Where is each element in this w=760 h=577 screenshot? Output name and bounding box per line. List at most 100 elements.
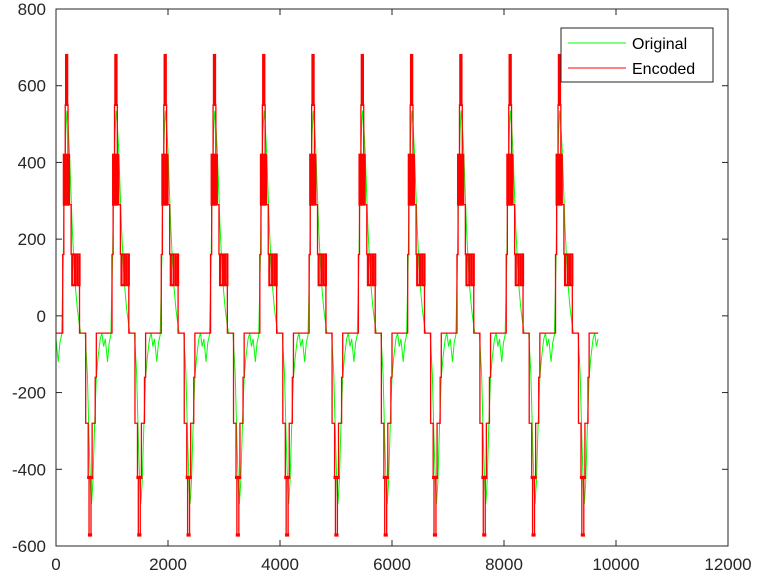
encoded-toggle-band <box>459 53 463 106</box>
encoded-toggle-band <box>409 53 414 106</box>
encoded-toggle-band <box>212 53 217 106</box>
encoded-toggle-band <box>470 253 475 287</box>
encoded-toggle-band <box>555 153 560 206</box>
encoded-toggle-band <box>273 253 278 287</box>
encoded-toggle-band <box>284 475 291 480</box>
encoded-toggle-band <box>465 253 471 287</box>
x-axis: 0 2000 4000 6000 8000 10000 12000 <box>51 9 752 574</box>
encoded-toggle-band <box>114 53 118 106</box>
encoded-toggle-band <box>163 53 167 106</box>
encoded-toggle-band <box>186 533 191 537</box>
encoded-toggle-band <box>371 253 377 287</box>
y-tick-label: 0 <box>37 307 46 326</box>
encoded-toggle-band <box>360 53 364 106</box>
encoded-toggle-band <box>482 533 487 537</box>
encoded-toggle-band <box>514 253 520 287</box>
encoded-toggle-band <box>62 153 67 206</box>
encoded-toggle-band <box>125 253 130 287</box>
encoded-toggle-band <box>66 153 70 206</box>
x-tick-label: 12000 <box>704 555 751 574</box>
encoded-toggle-band <box>530 475 537 480</box>
encoded-toggle-band <box>481 475 488 480</box>
encoded-toggle-band <box>432 475 439 480</box>
x-tick-label: 6000 <box>373 555 411 574</box>
encoded-toggle-band <box>235 533 240 537</box>
encoded-toggle-band <box>322 253 328 287</box>
encoded-toggle-band <box>120 253 126 287</box>
encoded-toggle-band <box>382 475 389 480</box>
plot-area-background <box>56 9 728 546</box>
encoded-toggle-band <box>137 533 142 537</box>
encoded-toggle-band <box>112 153 116 206</box>
y-tick-label: -400 <box>12 460 46 479</box>
x-tick-label: 8000 <box>485 555 523 574</box>
encoded-toggle-band <box>169 253 175 287</box>
x-tick-label: 10000 <box>592 555 639 574</box>
encoded-toggle-band <box>234 475 242 480</box>
legend: Original Encoded <box>560 27 714 83</box>
encoded-toggle-band <box>411 153 415 206</box>
encoded-toggle-band <box>87 533 93 537</box>
encoded-toggle-band <box>224 253 229 287</box>
encoded-toggle-band <box>213 153 218 206</box>
encoded-toggle-band <box>506 153 510 206</box>
encoded-toggle-band <box>383 533 388 537</box>
encoded-toggle-band <box>366 253 372 287</box>
encoded-toggle-band <box>579 475 587 480</box>
encoded-toggle-band <box>432 533 438 537</box>
encoded-toggle-band <box>64 53 69 106</box>
encoded-toggle-band <box>311 53 315 106</box>
y-tick-label: 600 <box>18 77 46 96</box>
encoded-toggle-band <box>161 153 165 206</box>
encoded-toggle-band <box>333 475 340 480</box>
encoded-toggle-band <box>568 253 574 287</box>
encoded-toggle-band <box>509 153 513 206</box>
encoded-toggle-band <box>460 153 464 206</box>
encoded-toggle-band <box>218 253 224 287</box>
encoded-toggle-band <box>87 475 94 480</box>
encoded-toggle-band <box>285 533 290 537</box>
encoded-toggle-band <box>334 533 339 537</box>
encoded-toggle-band <box>563 253 569 287</box>
encoded-toggle-band <box>309 153 313 206</box>
encoded-toggle-band <box>76 253 81 287</box>
encoded-toggle-band <box>421 253 426 287</box>
encoded-toggle-band <box>136 475 143 480</box>
encoded-toggle-band <box>71 253 77 287</box>
encoded-toggle-band <box>317 253 323 287</box>
encoded-toggle-band <box>312 153 316 206</box>
encoded-toggle-band <box>259 153 264 206</box>
series-layer <box>55 53 599 537</box>
encoded-toggle-band <box>185 475 192 480</box>
x-tick-label: 2000 <box>149 555 187 574</box>
y-tick-label: 400 <box>18 153 46 172</box>
encoded-toggle-band <box>263 153 267 206</box>
encoded-toggle-band <box>164 153 168 206</box>
y-tick-label: 800 <box>18 0 46 19</box>
y-tick-label: -200 <box>12 384 46 403</box>
encoded-toggle-band <box>508 53 512 106</box>
x-tick-label: 4000 <box>261 555 299 574</box>
encoded-toggle-band <box>519 253 525 287</box>
encoded-toggle-band <box>531 533 536 537</box>
legend-label-original: Original <box>632 36 687 53</box>
encoded-toggle-band <box>115 153 119 206</box>
encoded-toggle-band <box>361 153 365 206</box>
encoded-toggle-band <box>358 153 363 206</box>
legend-label-encoded: Encoded <box>632 61 695 78</box>
encoded-toggle-band <box>416 253 422 287</box>
encoded-toggle-band <box>557 53 562 106</box>
legend-box <box>560 27 714 83</box>
y-tick-label: -600 <box>12 537 46 556</box>
encoded-toggle-band <box>407 153 412 206</box>
y-axis: -600 -400 -200 0 200 400 600 800 <box>12 0 728 556</box>
encoded-toggle-band <box>262 53 266 106</box>
encoded-toggle-band <box>268 253 274 287</box>
encoded-toggle-band <box>210 153 215 206</box>
y-tick-label: 200 <box>18 230 46 249</box>
encoded-toggle-band <box>580 533 585 537</box>
encoded-toggle-band <box>558 153 563 206</box>
x-tick-label: 0 <box>51 555 60 574</box>
encoded-toggle-band <box>456 153 461 206</box>
